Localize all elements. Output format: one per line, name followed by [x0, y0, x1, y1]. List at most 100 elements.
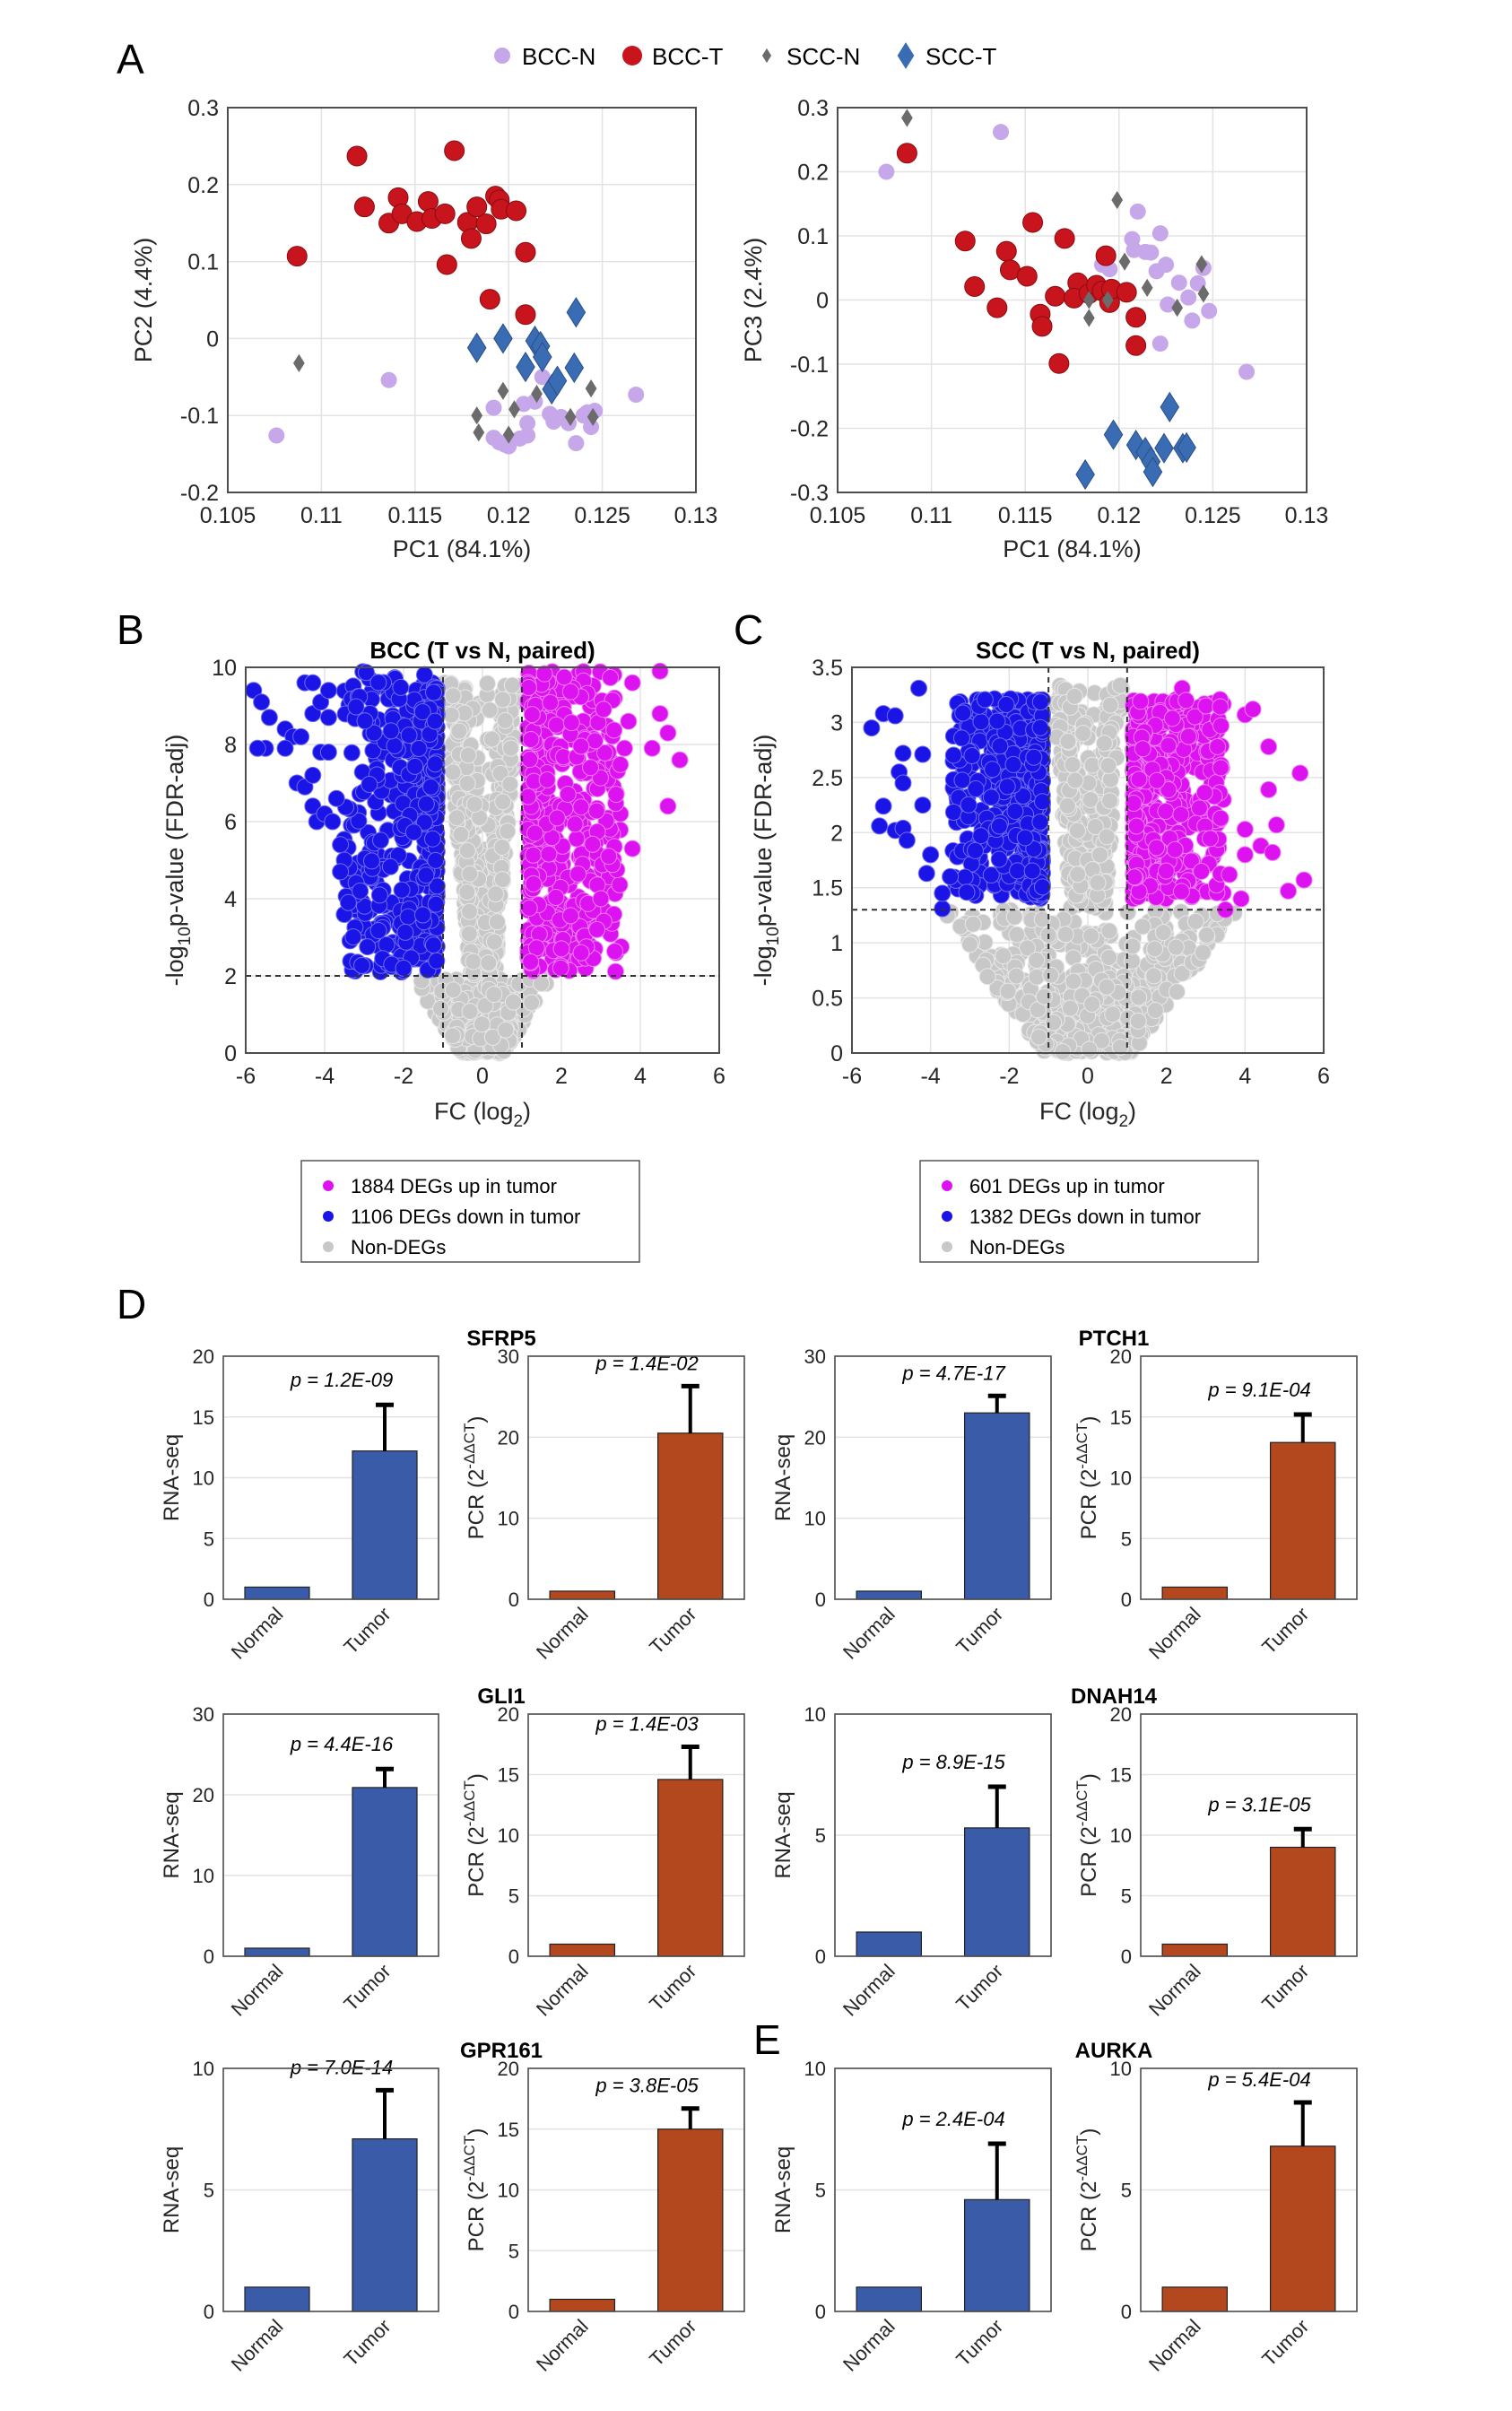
point-deg-down: [886, 707, 904, 725]
point-deg-up: [1195, 784, 1213, 802]
point-deg-up: [568, 830, 586, 848]
point-bcc-n: [511, 430, 528, 447]
point-bcc-t: [1125, 307, 1147, 328]
x-tick-label: Tumor: [1257, 2315, 1313, 2371]
bar-tumor: [1269, 1441, 1336, 1600]
point-bcc-t: [475, 213, 497, 235]
point-non-deg: [461, 1003, 479, 1021]
point-deg-down: [944, 746, 962, 764]
point-non-deg: [1068, 822, 1086, 840]
point-deg-down: [954, 704, 972, 722]
point-deg-down: [415, 814, 433, 831]
y-tick-label: 0: [815, 2301, 826, 2323]
bar-tumor: [963, 1412, 1030, 1600]
point-deg-down: [894, 744, 912, 762]
x-tick-label: Normal: [839, 2315, 899, 2376]
point-deg-down: [381, 857, 399, 875]
point-deg-up: [521, 751, 539, 769]
x-tick-label: 0.13: [1285, 503, 1329, 528]
y-tick-label: 0.2: [187, 173, 219, 198]
point-deg-down: [350, 812, 368, 830]
y-axis-label: PCR (2-ΔΔCT): [461, 1773, 489, 1897]
point-deg-down: [386, 736, 404, 754]
point-deg-up: [548, 809, 566, 827]
point-deg-down: [395, 959, 413, 977]
point-deg-down: [1006, 802, 1024, 820]
x-axis-label-subscript: 2: [513, 1112, 523, 1131]
point-deg-up: [1179, 727, 1197, 745]
point-bcc-n: [568, 435, 585, 452]
point-deg-up: [1172, 805, 1190, 823]
point-deg-up: [602, 668, 620, 686]
point-deg-up: [1212, 698, 1230, 716]
y-tick-label: 30: [193, 1703, 214, 1726]
point-deg-down: [1009, 862, 1027, 880]
y-tick-label: 0: [204, 1945, 214, 1968]
point-non-deg: [1101, 792, 1119, 810]
point-non-deg: [1111, 1039, 1129, 1057]
point-non-deg: [442, 706, 460, 724]
y-tick-label: 10: [193, 1467, 214, 1490]
point-scc-n: [901, 109, 913, 127]
point-non-deg: [1018, 939, 1036, 957]
point-scc-t: [566, 297, 587, 328]
point-scc-t: [1075, 458, 1095, 491]
point-deg-down: [426, 755, 444, 773]
y-tick-label: -0.2: [790, 417, 829, 442]
point-scc-t: [1160, 391, 1180, 423]
point-non-deg: [1130, 988, 1148, 1006]
point-deg-up: [522, 730, 540, 748]
point-non-deg: [1028, 968, 1046, 986]
point-deg-up: [643, 739, 661, 757]
point-non-deg: [1082, 791, 1099, 809]
x-tick-label: 0.12: [487, 503, 531, 528]
point-non-deg: [1058, 797, 1076, 815]
point-deg-down: [963, 747, 981, 765]
panel-letter-d: D: [117, 1281, 146, 1327]
point-non-deg: [1145, 967, 1163, 985]
bar-tumor: [1269, 1846, 1336, 1957]
point-deg-down: [304, 674, 322, 692]
x-tick-label: -4: [921, 1064, 941, 1089]
point-bcc-n: [1143, 244, 1160, 261]
point-deg-down: [984, 761, 1002, 779]
y-axis-label: PCR (2-ΔΔCT): [1073, 1773, 1101, 1897]
point-non-deg: [450, 722, 468, 740]
y-tick-label: 0: [830, 1041, 843, 1066]
point-deg-down: [359, 938, 377, 956]
point-non-deg: [460, 925, 478, 943]
point-deg-up: [1157, 803, 1175, 821]
p-value-label: p = 5.4E-04: [1207, 2068, 1310, 2091]
point-deg-up: [525, 846, 543, 864]
point-non-deg: [1005, 908, 1023, 926]
volcano-legend: 1884 DEGs up in tumor 1106 DEGs down in t…: [300, 1160, 640, 1263]
chart-title: SCC (T vs N, paired): [976, 637, 1200, 664]
point-scc-t: [1125, 429, 1146, 461]
y-tick-label: 3: [830, 710, 843, 735]
point-deg-down: [410, 739, 428, 757]
point-deg-down: [357, 664, 375, 682]
point-deg-down: [942, 867, 960, 885]
point-deg-up: [562, 714, 580, 732]
point-bcc-t: [1031, 316, 1053, 337]
y-tick-label: 0: [206, 326, 219, 352]
point-deg-down: [991, 737, 1009, 755]
point-bcc-n: [1160, 296, 1177, 313]
point-deg-down: [956, 868, 974, 886]
point-scc-t: [532, 341, 552, 373]
legend-label-scc-t: SCC-T: [925, 43, 997, 70]
point-deg-up: [555, 668, 573, 686]
x-tick-label: -2: [999, 1064, 1019, 1089]
point-deg-down: [352, 882, 369, 900]
point-deg-up: [612, 755, 630, 773]
point-deg-up: [600, 848, 618, 866]
y-tick-label: 0: [1121, 1588, 1132, 1611]
point-non-deg: [1168, 983, 1186, 1001]
p-value-label: p = 9.1E-04: [1207, 1379, 1310, 1401]
x-tick-label: 4: [634, 1064, 647, 1089]
y-axis-label-subscript: 10: [764, 927, 783, 945]
point-non-deg: [1042, 966, 1060, 984]
y-tick-label: 5: [508, 1885, 519, 1908]
